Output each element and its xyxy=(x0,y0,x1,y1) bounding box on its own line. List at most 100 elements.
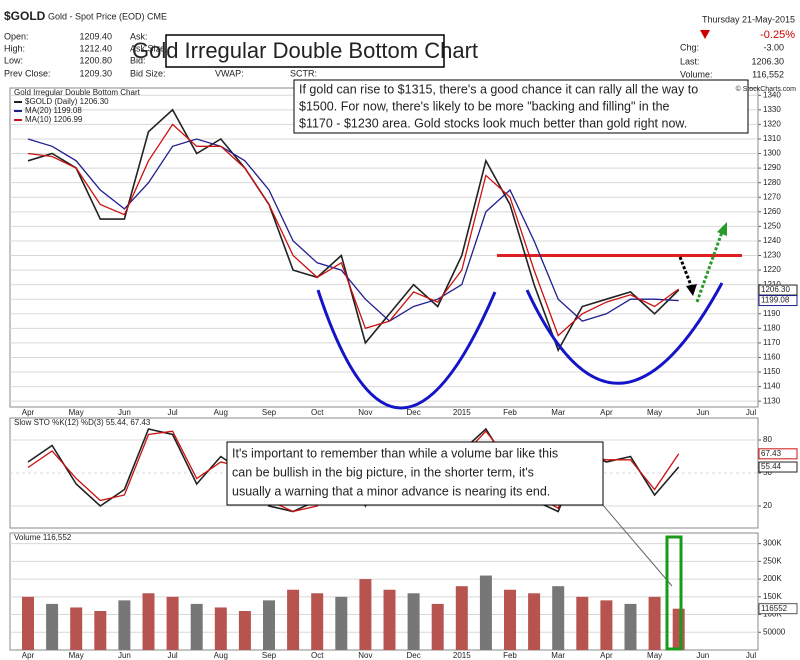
y-tick-label: 1230 xyxy=(763,251,781,260)
y-tick-label: 1180 xyxy=(763,323,781,332)
x-tick-label: Nov xyxy=(358,408,372,417)
arrow xyxy=(695,231,724,303)
x-tick-label: Aug xyxy=(214,408,228,417)
note-line: It's important to remember than while a … xyxy=(232,446,558,460)
bar xyxy=(70,607,83,650)
y-tick-label: 1140 xyxy=(763,382,781,391)
x-tick-label: Apr xyxy=(22,408,35,417)
x-tick-label: Dec xyxy=(406,651,420,660)
last-label-box xyxy=(758,461,798,473)
panel-title: Volume 116,552 xyxy=(14,533,72,542)
bar xyxy=(359,579,372,650)
y-tick-label: 1240 xyxy=(763,236,781,245)
bar xyxy=(672,608,685,650)
arrow xyxy=(678,256,694,289)
legend-label: MA(20) 1199.08 xyxy=(25,106,82,115)
field-label: Chg: xyxy=(680,42,699,52)
field-label: Last: xyxy=(680,56,700,66)
legend-label: $GOLD (Daily) 1206.30 xyxy=(25,97,109,106)
x-tick-label: Mar xyxy=(551,408,565,417)
change-pct: -0.25% xyxy=(760,29,795,41)
x-tick-label: May xyxy=(69,408,84,417)
last-label-box xyxy=(758,284,798,296)
note-line: $1170 - $1230 area. Gold stocks look muc… xyxy=(299,116,687,130)
y-tick-label: 1290 xyxy=(763,163,781,172)
x-tick-label: Dec xyxy=(406,408,420,417)
bar xyxy=(94,611,107,650)
series-line xyxy=(27,108,680,353)
y-tick-label: 300K xyxy=(763,539,782,548)
callout-line xyxy=(595,496,673,587)
last-label-box xyxy=(758,448,798,460)
y-tick-label: 1260 xyxy=(763,207,781,216)
field-label: VWAP: xyxy=(215,68,244,78)
series-line xyxy=(27,138,679,322)
description: Gold - Spot Price (EOD) CME xyxy=(48,11,167,21)
symbol: $GOLD xyxy=(4,9,46,23)
note-line: $1500. For now, there's likely to be mor… xyxy=(299,99,670,113)
x-tick-label: Sep xyxy=(262,408,277,417)
y-tick-label: 1190 xyxy=(763,309,781,318)
note-box xyxy=(226,441,604,506)
y-tick-label: 1320 xyxy=(763,120,781,129)
note-box xyxy=(293,79,749,134)
bar xyxy=(648,596,661,650)
y-tick-label: 200K xyxy=(763,574,782,583)
x-tick-label: Nov xyxy=(358,651,372,660)
y-tick-label: 1270 xyxy=(763,192,781,201)
arrow-head xyxy=(717,222,727,236)
x-tick-label: Jul xyxy=(167,651,177,660)
arrow-head xyxy=(686,284,697,296)
y-tick-label: 1300 xyxy=(763,149,781,158)
y-tick-label: 1220 xyxy=(763,265,781,274)
x-tick-label: 2015 xyxy=(453,408,471,417)
bar xyxy=(383,589,396,650)
last-label-box xyxy=(758,295,798,307)
bar xyxy=(600,600,613,650)
x-tick-label: May xyxy=(69,651,84,660)
x-tick-label: Jul xyxy=(167,408,177,417)
x-tick-label: Jul xyxy=(746,651,756,660)
x-tick-label: Apr xyxy=(600,651,613,660)
legend-label: MA(10) 1206.99 xyxy=(25,115,83,124)
x-tick-label: May xyxy=(647,408,662,417)
bar xyxy=(238,611,251,650)
field-label: High: xyxy=(4,43,25,53)
panel-title: Gold Irregular Double Bottom Chart xyxy=(14,88,141,97)
field-label: Volume: xyxy=(680,69,713,79)
bar xyxy=(263,600,275,650)
field-label: Bid: xyxy=(130,55,146,65)
field-value: 1200.80 xyxy=(79,55,112,65)
bar xyxy=(479,575,492,650)
bar xyxy=(407,593,420,650)
x-tick-label: May xyxy=(647,651,662,660)
bar xyxy=(576,596,589,650)
date: Thursday 21-May-2015 xyxy=(702,14,795,24)
highlight-box xyxy=(665,535,683,651)
title-box xyxy=(165,34,445,68)
x-tick-label: Jul xyxy=(746,408,756,417)
field-label: Bid Size: xyxy=(130,68,166,78)
series-line xyxy=(27,123,680,337)
bar xyxy=(504,589,516,650)
x-tick-label: Mar xyxy=(551,651,565,660)
bar xyxy=(142,593,155,650)
y-tick-label: 50000 xyxy=(763,627,786,636)
y-tick-label: 150K xyxy=(763,592,782,601)
y-tick-label: 1160 xyxy=(763,353,781,362)
bar xyxy=(190,603,203,650)
bar xyxy=(335,596,348,650)
bar xyxy=(455,586,468,650)
last-label: 1206.30 xyxy=(761,285,790,294)
y-tick-label: 80 xyxy=(763,435,772,444)
chart-title: Gold Irregular Double Bottom Chart xyxy=(132,38,478,63)
x-tick-label: Jun xyxy=(696,408,709,417)
y-tick-label: 1310 xyxy=(763,134,781,143)
y-tick-label: 1280 xyxy=(763,178,781,187)
x-tick-label: Aug xyxy=(214,651,228,660)
bar xyxy=(624,603,637,650)
last-label: 55.44 xyxy=(761,462,782,471)
x-tick-label: Sep xyxy=(262,651,277,660)
y-tick-label: 1150 xyxy=(763,367,781,376)
